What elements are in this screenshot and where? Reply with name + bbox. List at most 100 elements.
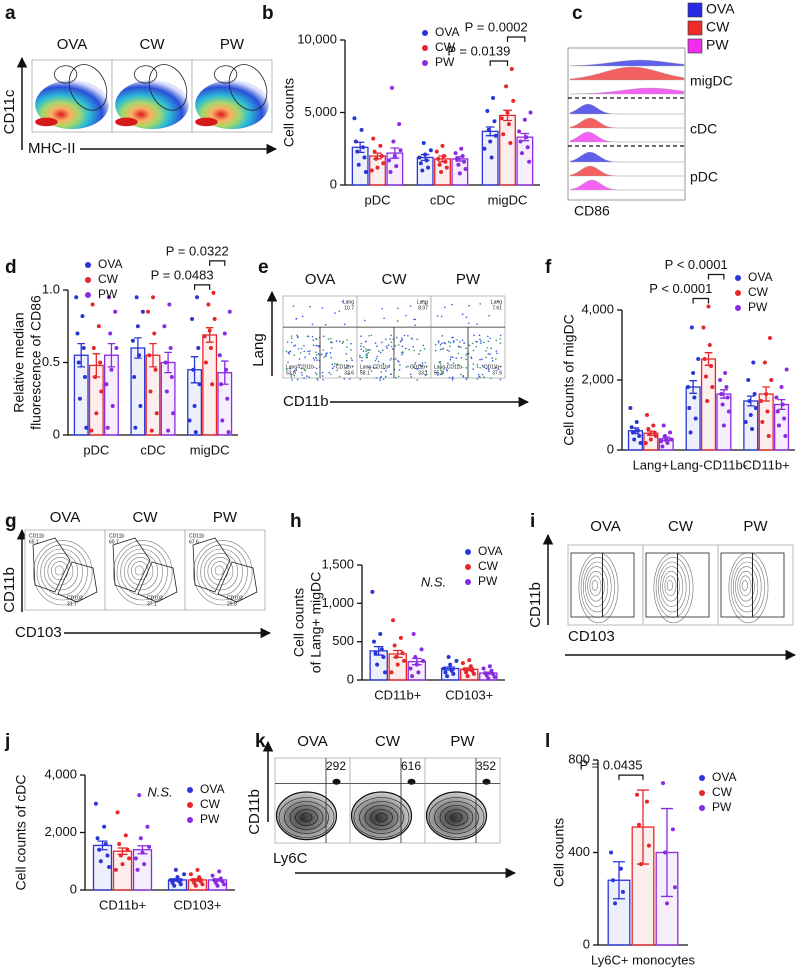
data-point — [468, 664, 473, 669]
gate-name: CD11b+ — [410, 364, 428, 370]
data-point — [482, 146, 487, 151]
data-point — [363, 169, 368, 174]
data-point — [382, 670, 387, 675]
contour — [666, 580, 673, 591]
data-point — [104, 382, 109, 387]
legend-label: PW — [478, 574, 498, 588]
data-point — [91, 346, 96, 350]
data-point — [355, 149, 360, 154]
error-bar — [777, 398, 786, 411]
data-point — [410, 674, 415, 679]
data-point — [629, 425, 634, 430]
data-point — [637, 434, 642, 438]
data-point — [417, 155, 422, 160]
event — [359, 354, 361, 357]
data-point — [132, 375, 137, 379]
y-tick-label: 2,000 — [44, 824, 77, 839]
data-point — [691, 371, 696, 375]
event — [422, 344, 425, 347]
event — [313, 359, 316, 361]
event — [485, 356, 487, 359]
event — [333, 365, 335, 368]
event — [336, 369, 338, 372]
histogram — [569, 66, 685, 81]
legend-marker — [465, 549, 471, 555]
event — [397, 359, 399, 362]
legend-label: PW — [200, 812, 220, 826]
event — [315, 354, 318, 356]
legend-marker — [85, 277, 91, 283]
event — [374, 342, 377, 344]
y-tick-label: 10,000 — [297, 31, 337, 46]
data-point — [762, 360, 767, 365]
event — [441, 335, 444, 337]
event — [471, 342, 474, 345]
event — [499, 338, 501, 340]
event — [390, 373, 393, 376]
error-bar — [689, 380, 697, 394]
event — [338, 340, 341, 343]
x-tick-label: migDC — [190, 442, 230, 457]
data-point — [491, 96, 496, 100]
data-point — [371, 136, 376, 141]
error-bar — [390, 147, 400, 159]
y-axis-label: CD11b — [527, 582, 544, 628]
event — [413, 349, 415, 352]
error-bar — [464, 667, 475, 672]
gate-value: 67.6 — [189, 539, 199, 545]
event — [293, 374, 295, 377]
event — [487, 340, 490, 343]
event — [315, 356, 317, 359]
event — [330, 373, 332, 376]
data-point — [705, 399, 710, 403]
row-label: pDC — [690, 169, 718, 185]
data-point — [638, 441, 643, 445]
x-axis-label: CD103 — [568, 628, 615, 645]
data-point — [378, 632, 383, 636]
sample-label: OVA — [590, 518, 621, 535]
data-point — [637, 822, 642, 827]
event — [410, 376, 413, 378]
event — [424, 361, 427, 364]
event — [322, 379, 324, 381]
density — [195, 80, 269, 130]
event — [346, 346, 348, 348]
event — [479, 338, 481, 341]
event — [477, 373, 480, 376]
data-point — [137, 793, 142, 798]
event — [379, 377, 382, 379]
error-bar — [455, 156, 465, 162]
data-point — [392, 643, 397, 648]
data-point — [784, 367, 789, 372]
contour — [655, 557, 690, 618]
data-point — [135, 324, 140, 329]
data-point — [114, 346, 119, 350]
data-point — [178, 882, 183, 887]
x-tick-label: Lang-CD11b- — [670, 457, 747, 472]
event — [390, 341, 393, 344]
gate-name: Lang-CD11b- — [434, 364, 464, 370]
data-point — [446, 655, 451, 659]
event — [300, 347, 303, 350]
event — [458, 341, 461, 343]
panel-letter: i — [530, 511, 535, 532]
x-tick-label: CD103+ — [445, 687, 493, 702]
error-bar — [107, 343, 116, 368]
panel-letter: l — [545, 731, 550, 752]
data-point — [454, 156, 459, 161]
error-bar — [720, 389, 728, 399]
event — [405, 314, 407, 317]
event — [365, 348, 367, 350]
error-bar — [92, 353, 101, 378]
gate — [217, 561, 258, 603]
event — [343, 378, 346, 380]
gate — [214, 65, 238, 84]
event — [442, 371, 444, 373]
data-point — [388, 169, 393, 174]
gate-value: 60.7 — [109, 539, 119, 545]
gate — [137, 561, 178, 603]
data-point — [501, 132, 506, 137]
data-point — [82, 375, 87, 379]
event — [308, 353, 311, 355]
contour — [580, 557, 615, 618]
